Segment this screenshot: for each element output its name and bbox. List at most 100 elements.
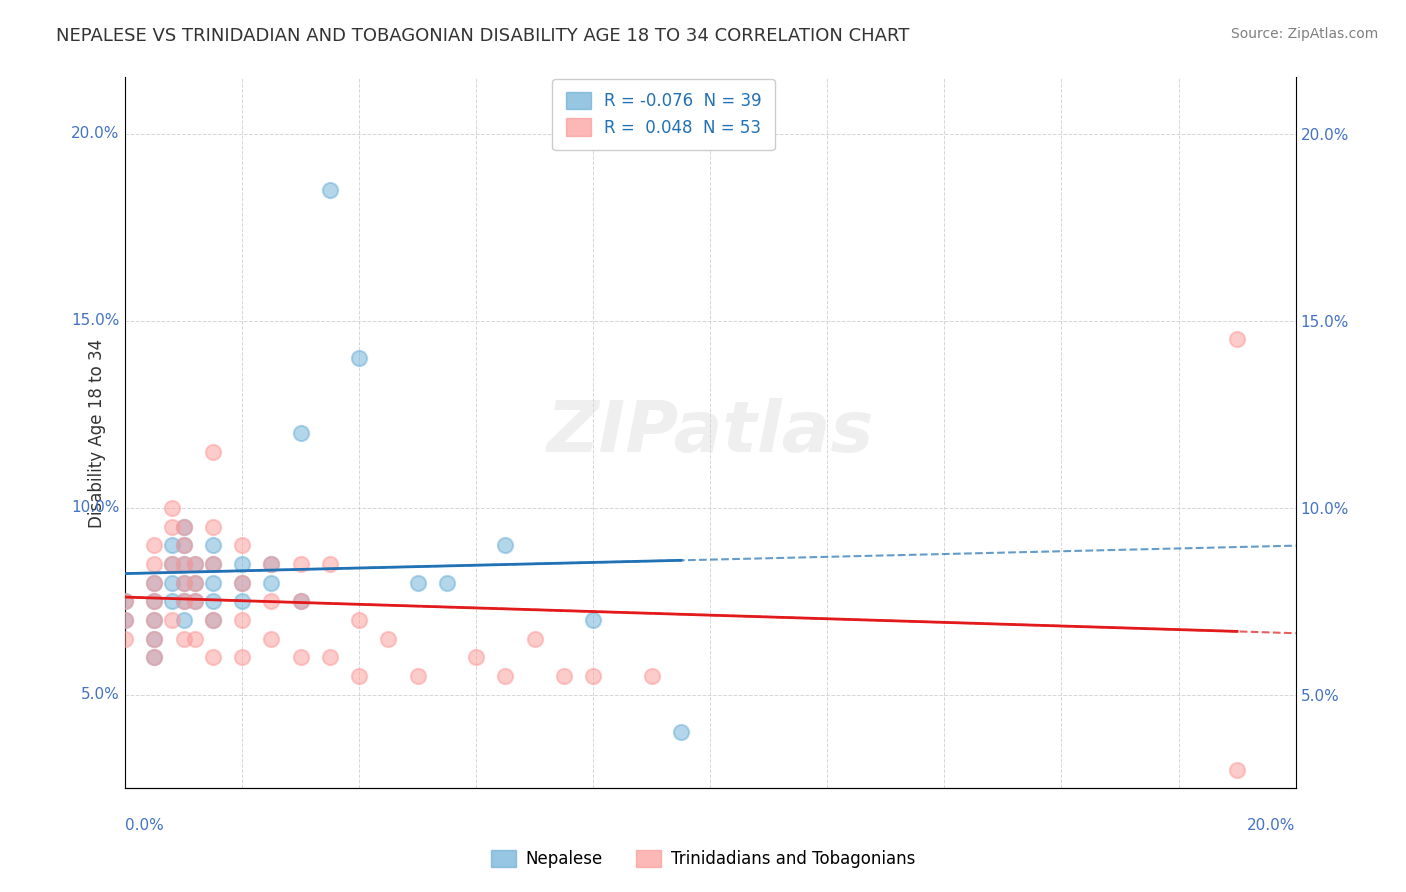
Point xyxy=(160,557,183,571)
Point xyxy=(143,575,166,590)
Point xyxy=(173,575,195,590)
Text: NEPALESE VS TRINIDADIAN AND TOBAGONIAN DISABILITY AGE 18 TO 34 CORRELATION CHART: NEPALESE VS TRINIDADIAN AND TOBAGONIAN D… xyxy=(56,27,910,45)
Point xyxy=(160,538,183,552)
Point xyxy=(260,594,283,608)
Text: 0.0%: 0.0% xyxy=(125,819,165,833)
Legend: Nepalese, Trinidadians and Tobagonians: Nepalese, Trinidadians and Tobagonians xyxy=(484,843,922,875)
Text: 10.0%: 10.0% xyxy=(70,500,120,516)
Point xyxy=(582,669,605,683)
Point xyxy=(495,669,517,683)
Y-axis label: Disability Age 18 to 34: Disability Age 18 to 34 xyxy=(89,338,107,527)
Text: 20.0%: 20.0% xyxy=(1247,819,1295,833)
Point xyxy=(260,557,283,571)
Point xyxy=(143,632,166,646)
Text: 20.0%: 20.0% xyxy=(70,126,120,141)
Point xyxy=(201,519,224,533)
Point xyxy=(201,575,224,590)
Point xyxy=(114,594,136,608)
Point xyxy=(201,613,224,627)
Point xyxy=(114,613,136,627)
Point xyxy=(377,632,399,646)
Point xyxy=(173,519,195,533)
Point xyxy=(143,538,166,552)
Point xyxy=(143,650,166,665)
Point xyxy=(184,557,207,571)
Text: 15.0%: 15.0% xyxy=(70,313,120,328)
Point xyxy=(260,575,283,590)
Text: ZIPatlas: ZIPatlas xyxy=(547,399,875,467)
Point xyxy=(173,575,195,590)
Point xyxy=(347,669,370,683)
Point xyxy=(465,650,488,665)
Point xyxy=(143,650,166,665)
Point xyxy=(114,613,136,627)
Point xyxy=(184,557,207,571)
Point xyxy=(201,650,224,665)
Point xyxy=(231,557,253,571)
Point xyxy=(173,594,195,608)
Point xyxy=(319,183,342,197)
Point xyxy=(201,538,224,552)
Point xyxy=(290,557,312,571)
Point xyxy=(669,725,692,739)
Point xyxy=(173,613,195,627)
Point xyxy=(143,613,166,627)
Point xyxy=(184,575,207,590)
Point xyxy=(160,594,183,608)
Point xyxy=(114,594,136,608)
Point xyxy=(184,594,207,608)
Point xyxy=(406,669,429,683)
Point xyxy=(260,557,283,571)
Point xyxy=(436,575,458,590)
Point xyxy=(347,613,370,627)
Point xyxy=(143,632,166,646)
Point xyxy=(1226,763,1249,777)
Point xyxy=(231,650,253,665)
Point xyxy=(319,557,342,571)
Point xyxy=(347,351,370,365)
Point xyxy=(173,538,195,552)
Point xyxy=(290,650,312,665)
Point xyxy=(184,594,207,608)
Text: Source: ZipAtlas.com: Source: ZipAtlas.com xyxy=(1230,27,1378,41)
Point xyxy=(201,444,224,458)
Point xyxy=(290,594,312,608)
Point xyxy=(201,613,224,627)
Point xyxy=(184,575,207,590)
Point xyxy=(143,575,166,590)
Point xyxy=(231,575,253,590)
Point xyxy=(143,594,166,608)
Point xyxy=(231,594,253,608)
Text: 5.0%: 5.0% xyxy=(80,688,120,702)
Point xyxy=(231,575,253,590)
Point xyxy=(231,538,253,552)
Point xyxy=(290,594,312,608)
Point xyxy=(495,538,517,552)
Point xyxy=(160,500,183,515)
Point xyxy=(201,557,224,571)
Point xyxy=(582,613,605,627)
Point xyxy=(184,632,207,646)
Point xyxy=(160,519,183,533)
Point xyxy=(173,557,195,571)
Point xyxy=(173,594,195,608)
Point xyxy=(160,575,183,590)
Point xyxy=(201,557,224,571)
Point xyxy=(160,557,183,571)
Legend: R = -0.076  N = 39, R =  0.048  N = 53: R = -0.076 N = 39, R = 0.048 N = 53 xyxy=(553,78,775,150)
Point xyxy=(143,594,166,608)
Point xyxy=(641,669,664,683)
Point xyxy=(290,425,312,440)
Point xyxy=(143,613,166,627)
Point xyxy=(173,557,195,571)
Point xyxy=(1226,332,1249,346)
Point xyxy=(114,632,136,646)
Point xyxy=(553,669,575,683)
Point xyxy=(173,538,195,552)
Point xyxy=(160,613,183,627)
Point xyxy=(173,519,195,533)
Point xyxy=(319,650,342,665)
Point xyxy=(406,575,429,590)
Point xyxy=(143,557,166,571)
Point xyxy=(231,613,253,627)
